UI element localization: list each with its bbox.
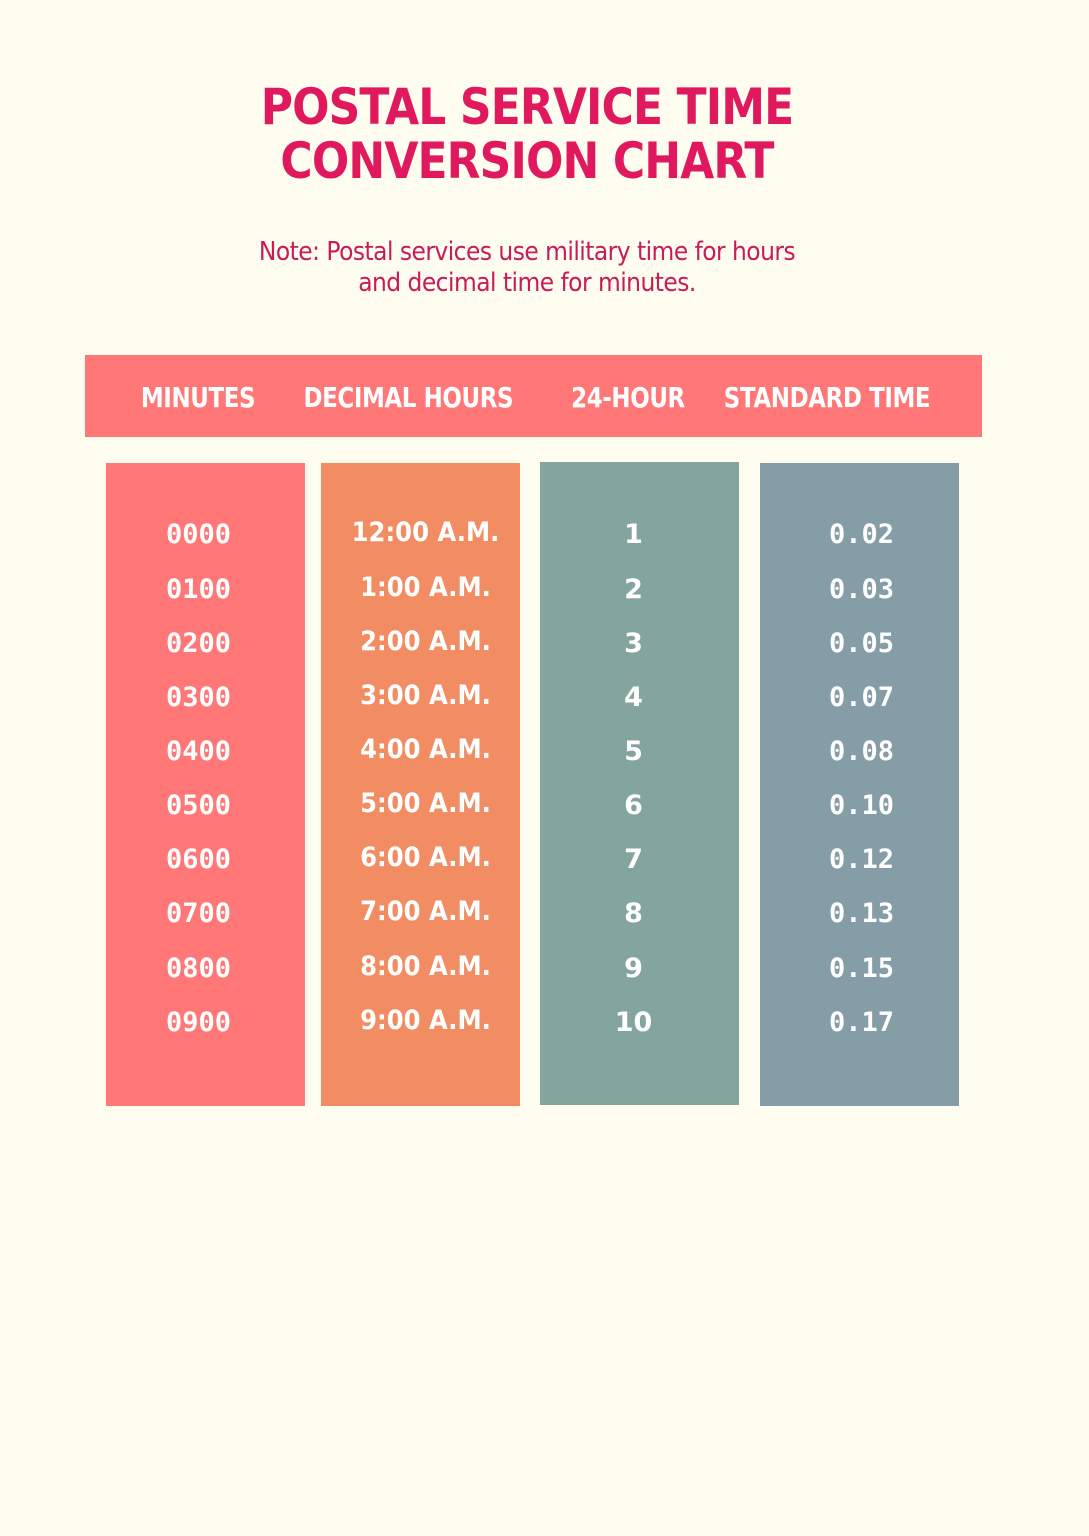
note-line-1: Note: Postal services use military time … <box>258 237 796 267</box>
table-header-bar: MINUTES DECIMAL HOURS 24-HOUR STANDARD T… <box>85 355 982 437</box>
minutes-value: 0100 <box>165 574 232 605</box>
standard-time-value: 0.08 <box>828 736 895 767</box>
24-hour-value: 9 <box>624 953 643 984</box>
column-24-hour: 1 2 3 4 5 6 7 8 9 10 <box>540 462 739 1105</box>
note-text: Note: Postal services use military time … <box>53 237 1002 299</box>
minutes-value: 0800 <box>165 953 232 984</box>
minutes-value: 0700 <box>165 898 232 929</box>
decimal-hours-value: 7:00 A.M. <box>360 896 491 927</box>
header-24-hour: 24-HOUR <box>571 381 685 414</box>
standard-time-value: 0.03 <box>828 574 895 605</box>
minutes-value: 0400 <box>165 736 232 767</box>
header-decimal-hours: DECIMAL HOURS <box>303 381 514 414</box>
decimal-hours-value: 3:00 A.M. <box>360 680 491 711</box>
decimal-hours-value: 2:00 A.M. <box>360 626 491 657</box>
standard-time-value: 0.02 <box>828 519 895 550</box>
standard-time-value: 0.12 <box>828 844 895 875</box>
standard-time-value: 0.13 <box>828 898 895 929</box>
column-standard-time: 0.02 0.03 0.05 0.07 0.08 0.10 0.12 0.13 0.15 0.17 <box>760 463 959 1106</box>
24-hour-value: 1 <box>624 519 643 550</box>
column-decimal-hours: 12:00 A.M. 1:00 A.M. 2:00 A.M. 3:00 A.M. 4:0… <box>321 463 520 1106</box>
column-minutes: 0000 0100 0200 0300 0400 0500 0600 0700 0800 0900 <box>106 463 305 1106</box>
24-hour-value: 4 <box>624 682 643 713</box>
24-hour-value: 7 <box>624 844 643 875</box>
header-minutes: MINUTES <box>140 381 256 414</box>
header-standard-time: STANDARD TIME <box>723 381 931 414</box>
standard-time-value: 0.17 <box>828 1007 895 1038</box>
24-hour-value: 2 <box>624 574 643 605</box>
minutes-value: 0900 <box>165 1007 232 1038</box>
24-hour-value: 5 <box>624 736 643 767</box>
page-title: POSTAL SERVICE TIME CONVERSION CHART <box>63 80 991 188</box>
decimal-hours-value: 6:00 A.M. <box>360 842 491 873</box>
24-hour-value: 10 <box>614 1007 653 1038</box>
standard-time-value: 0.05 <box>828 628 895 659</box>
minutes-value: 0000 <box>165 519 232 550</box>
decimal-hours-value: 9:00 A.M. <box>360 1005 491 1036</box>
decimal-hours-value: 12:00 A.M. <box>351 517 500 548</box>
title-line-1: POSTAL SERVICE TIME <box>260 78 794 136</box>
standard-time-value: 0.10 <box>828 790 895 821</box>
standard-time-value: 0.07 <box>828 682 895 713</box>
minutes-value: 0200 <box>165 628 232 659</box>
decimal-hours-value: 8:00 A.M. <box>360 951 491 982</box>
minutes-value: 0600 <box>165 844 232 875</box>
decimal-hours-value: 1:00 A.M. <box>360 572 491 603</box>
decimal-hours-value: 5:00 A.M. <box>360 788 491 819</box>
decimal-hours-value: 4:00 A.M. <box>360 734 491 765</box>
standard-time-value: 0.15 <box>828 953 895 984</box>
note-line-2: and decimal time for minutes. <box>358 268 696 298</box>
24-hour-value: 6 <box>624 790 643 821</box>
minutes-value: 0500 <box>165 790 232 821</box>
minutes-value: 0300 <box>165 682 232 713</box>
24-hour-value: 8 <box>624 898 643 929</box>
24-hour-value: 3 <box>624 628 643 659</box>
title-line-2: CONVERSION CHART <box>280 132 774 190</box>
